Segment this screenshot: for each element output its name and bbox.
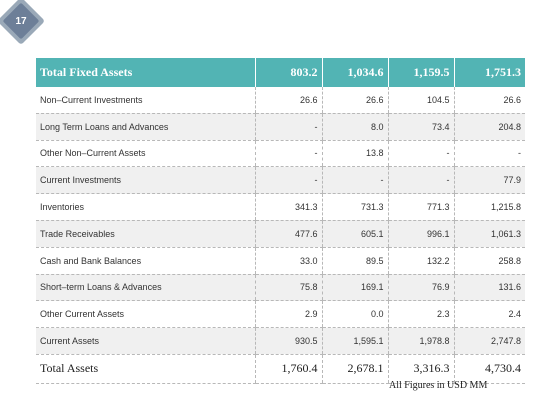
row-label: Total Assets [36,354,255,384]
row-value: - [254,140,322,168]
row-value: 26.6 [453,87,525,114]
table-row: Current Investments - - -77.9 [36,166,525,195]
table-row: Trade Receivables 477.6 605.1 996.1 1,061.3 [36,220,525,248]
row-value: 2,678.1 [321,354,388,384]
row-value: 1,215.8 [453,193,525,221]
row-value: 341.3 [254,193,322,221]
row-value: 2,747.8 [453,327,525,355]
table-row: Current Assets 930.5 1,595.1 1,978.8 2,747.8 [36,327,525,355]
row-label: Cash and Bank Balances [36,247,255,275]
row-value: 26.6 [321,87,388,114]
table-row: Cash and Bank Balances 33.0 89.5 132.2 258.8 [36,247,525,275]
row-value: 2.3 [387,300,454,329]
row-label: Other Current Assets [36,300,255,329]
row-value: 104.5 [387,87,454,114]
row-value: 1,595.1 [321,327,388,355]
footnote: All Figures in USD MM [389,380,488,391]
row-label: Trade Receivables [36,220,255,248]
total-row: Total Assets 1,760.4 2,678.1 3,316.3 4,730.4 [36,354,525,384]
row-value: 2.9 [254,300,322,329]
header-label: Total Fixed Assets [36,58,255,87]
row-value: - [321,166,388,195]
header-value: 1,034.6 [321,58,388,87]
row-label: Non–Current Investments [36,87,255,114]
row-value: 0.0 [321,300,388,329]
row-value: 771.3 [387,193,454,221]
row-value: 131.6 [453,274,525,302]
row-value: 4,730.4 [453,354,525,384]
table-row: Short–term Loans & Advances 75.8 169.1 76.9… [36,274,525,302]
table-row: Long Term Loans and Advances -8.0 73.4 204.… [36,113,525,141]
row-value: 2.4 [453,300,525,329]
row-value: 204.8 [453,113,525,141]
row-value: - [254,113,322,141]
row-value: - [254,166,322,195]
row-value: 1,760.4 [254,354,322,384]
row-value: 76.9 [387,274,454,302]
row-value: 605.1 [321,220,388,248]
row-value: 73.4 [387,113,454,141]
row-value: 8.0 [321,113,388,141]
row-value: 1,061.3 [453,220,525,248]
table-row: Inventories 341.3 731.3 771.3 1,215.8 [36,193,525,221]
row-value: 3,316.3 [387,354,454,384]
row-value: 169.1 [321,274,388,302]
table-row: Non–Current Investments 26.6 26.6 104.5 26.6 [36,87,525,114]
row-label: Inventories [36,193,255,221]
row-value: 1,978.8 [387,327,454,355]
row-value: - [387,166,454,195]
header-value: 1,751.3 [453,58,525,87]
row-label: Short–term Loans & Advances [36,274,255,302]
row-value: 477.6 [254,220,322,248]
row-label: Long Term Loans and Advances [36,113,255,141]
row-value: 132.2 [387,247,454,275]
row-label: Other Non–Current Assets [36,140,255,168]
assets-table: Total Fixed Assets 803.2 1,034.6 1,159.5… [36,58,525,384]
table-header-row: Total Fixed Assets 803.2 1,034.6 1,159.5… [36,58,525,87]
row-value: 77.9 [453,166,525,195]
row-value: 26.6 [254,87,322,114]
row-label: Current Investments [36,166,255,195]
row-value: 33.0 [254,247,322,275]
slide-number: 17 [15,15,27,27]
row-value: 731.3 [321,193,388,221]
row-value: 996.1 [387,220,454,248]
row-value: 258.8 [453,247,525,275]
row-value: - [387,140,454,168]
header-value: 803.2 [254,58,322,87]
row-label: Current Assets [36,327,255,355]
row-value: 89.5 [321,247,388,275]
row-value: - [453,140,525,168]
row-value: 930.5 [254,327,322,355]
row-value: 13.8 [321,140,388,168]
row-value: 75.8 [254,274,322,302]
header-value: 1,159.5 [387,58,454,87]
table-row: Other Current Assets 2.9 0.0 2.3 2.4 [36,300,525,329]
table-row: Other Non–Current Assets -13.8- - [36,140,525,168]
